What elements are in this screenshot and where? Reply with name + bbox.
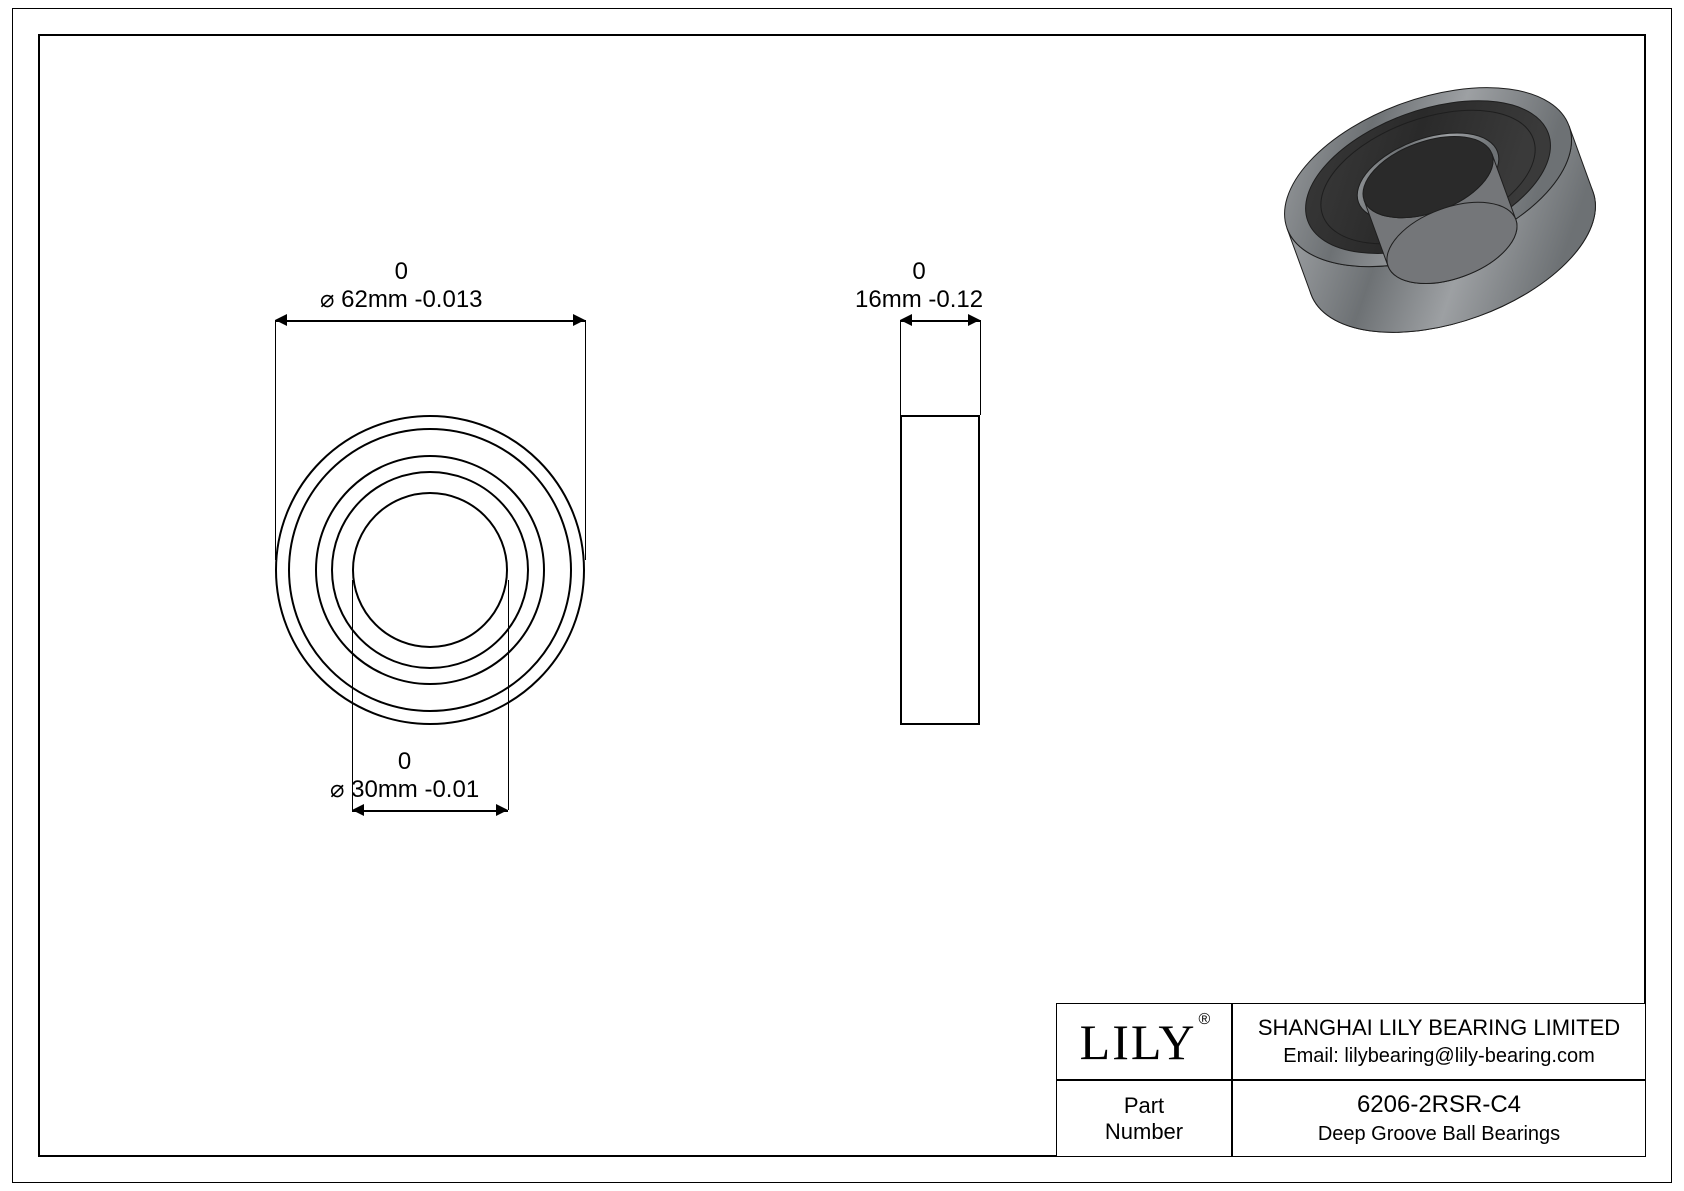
logo-cell: LILY® xyxy=(1056,1003,1232,1080)
company-cell: SHANGHAI LILY BEARING LIMITED Email: lil… xyxy=(1232,1003,1646,1080)
width-dim-text: 0 16mm -0.12 xyxy=(855,258,983,313)
width-label: 16mm -0.12 xyxy=(855,286,983,314)
outer-diameter-label: ⌀ 62mm -0.013 xyxy=(320,286,483,314)
part-label-line1: Part xyxy=(1105,1093,1183,1119)
logo-text: LILY xyxy=(1080,1013,1197,1071)
front-view-ring xyxy=(352,492,508,648)
inner-diameter-label: ⌀ 30mm -0.01 xyxy=(330,776,479,804)
part-description: Deep Groove Ball Bearings xyxy=(1318,1123,1560,1146)
inner-diameter-dim-text: 0 ⌀ 30mm -0.01 xyxy=(330,748,479,803)
isometric-view xyxy=(1240,60,1640,360)
width-upper-tol: 0 xyxy=(855,258,983,286)
side-view xyxy=(900,415,980,725)
title-block: LILY® SHANGHAI LILY BEARING LIMITED Emai… xyxy=(1056,1003,1646,1157)
part-label-line2: Number xyxy=(1105,1119,1183,1145)
inner-diameter-upper-tol: 0 xyxy=(330,748,479,776)
outer-diameter-dim-text: 0 ⌀ 62mm -0.013 xyxy=(320,258,483,313)
outer-diameter-upper-tol: 0 xyxy=(320,258,483,286)
registered-mark: ® xyxy=(1199,1011,1211,1029)
part-number: 6206-2RSR-C4 xyxy=(1318,1091,1560,1119)
part-number-cell: 6206-2RSR-C4 Deep Groove Ball Bearings xyxy=(1232,1080,1646,1157)
company-name: SHANGHAI LILY BEARING LIMITED xyxy=(1258,1015,1620,1041)
company-email: Email: lilybearing@lily-bearing.com xyxy=(1258,1045,1620,1068)
drawing-sheet: 0 ⌀ 62mm -0.013 0 ⌀ 30mm -0.01 0 16mm -0… xyxy=(0,0,1684,1191)
part-label-cell: Part Number xyxy=(1056,1080,1232,1157)
